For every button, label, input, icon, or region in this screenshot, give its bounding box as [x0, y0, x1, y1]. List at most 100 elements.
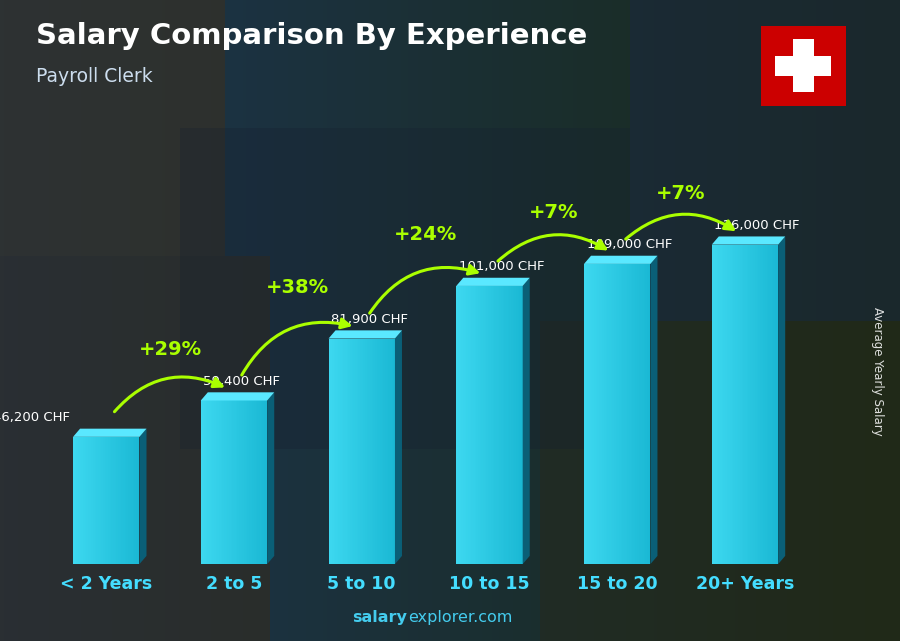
Polygon shape	[140, 429, 147, 564]
Bar	[131, 437, 133, 564]
Bar	[486, 286, 488, 564]
Bar	[458, 286, 460, 564]
Bar	[735, 245, 737, 564]
Bar	[239, 401, 240, 564]
Bar	[501, 286, 503, 564]
Bar	[466, 286, 468, 564]
Bar	[472, 286, 474, 564]
Bar	[761, 245, 763, 564]
Bar	[722, 245, 724, 564]
Bar	[180, 128, 630, 449]
Bar	[793, 39, 814, 92]
Bar	[775, 56, 832, 76]
Bar	[334, 338, 335, 564]
Bar	[364, 338, 365, 564]
Bar	[760, 245, 761, 564]
Bar	[112, 437, 114, 564]
Bar	[773, 245, 775, 564]
Polygon shape	[395, 330, 402, 564]
Bar	[207, 401, 209, 564]
Bar	[85, 437, 86, 564]
Bar	[362, 338, 364, 564]
Bar	[81, 437, 83, 564]
Bar	[503, 286, 504, 564]
Bar	[86, 437, 88, 564]
Bar	[724, 245, 725, 564]
Bar	[370, 338, 372, 564]
Bar	[100, 437, 102, 564]
Bar	[714, 245, 716, 564]
Bar	[742, 245, 743, 564]
Bar	[738, 245, 740, 564]
Bar	[641, 264, 642, 564]
Bar	[599, 264, 600, 564]
Text: 116,000 CHF: 116,000 CHF	[715, 219, 800, 232]
Bar	[114, 437, 116, 564]
Bar	[128, 437, 130, 564]
Bar	[229, 401, 230, 564]
Bar	[330, 338, 332, 564]
Bar	[627, 264, 629, 564]
Bar	[753, 245, 755, 564]
Bar	[383, 338, 385, 564]
Bar	[0, 256, 270, 641]
Bar	[76, 437, 78, 564]
Bar	[464, 286, 466, 564]
Bar	[771, 245, 773, 564]
Bar	[626, 264, 627, 564]
Bar	[91, 437, 93, 564]
Bar	[248, 401, 249, 564]
Bar	[602, 264, 604, 564]
Bar	[519, 286, 521, 564]
Bar	[388, 338, 390, 564]
Bar	[133, 437, 134, 564]
Bar	[716, 245, 718, 564]
Bar	[631, 264, 632, 564]
Bar	[346, 338, 348, 564]
Polygon shape	[584, 256, 658, 264]
Bar	[509, 286, 511, 564]
Bar	[606, 264, 608, 564]
Bar	[508, 286, 509, 564]
Bar	[617, 264, 619, 564]
Bar	[104, 437, 106, 564]
Bar	[350, 338, 352, 564]
Bar	[382, 338, 383, 564]
Bar	[763, 245, 765, 564]
Bar	[639, 264, 641, 564]
Bar	[380, 338, 382, 564]
Bar	[262, 401, 264, 564]
Bar	[392, 338, 393, 564]
Text: 81,900 CHF: 81,900 CHF	[331, 313, 408, 326]
Bar	[118, 437, 120, 564]
Bar	[516, 286, 517, 564]
Bar	[765, 245, 767, 564]
Bar	[484, 286, 486, 564]
Bar	[358, 338, 360, 564]
Bar	[734, 245, 735, 564]
Bar	[511, 286, 513, 564]
Bar	[488, 286, 490, 564]
Bar	[586, 264, 588, 564]
Bar	[647, 264, 649, 564]
Bar	[266, 401, 267, 564]
Bar	[214, 401, 216, 564]
Bar	[393, 338, 395, 564]
Bar	[242, 401, 244, 564]
Bar	[619, 264, 620, 564]
Bar	[490, 286, 491, 564]
Bar	[120, 437, 122, 564]
Bar	[740, 245, 742, 564]
Bar	[493, 286, 494, 564]
Bar	[73, 437, 75, 564]
Bar	[220, 401, 222, 564]
Bar	[590, 264, 592, 564]
Bar	[491, 286, 493, 564]
Bar	[624, 264, 625, 564]
Text: salary: salary	[352, 610, 407, 625]
Text: Salary Comparison By Experience: Salary Comparison By Experience	[36, 22, 587, 51]
Bar	[116, 437, 118, 564]
Bar	[337, 338, 338, 564]
Bar	[769, 245, 770, 564]
Polygon shape	[73, 429, 147, 437]
